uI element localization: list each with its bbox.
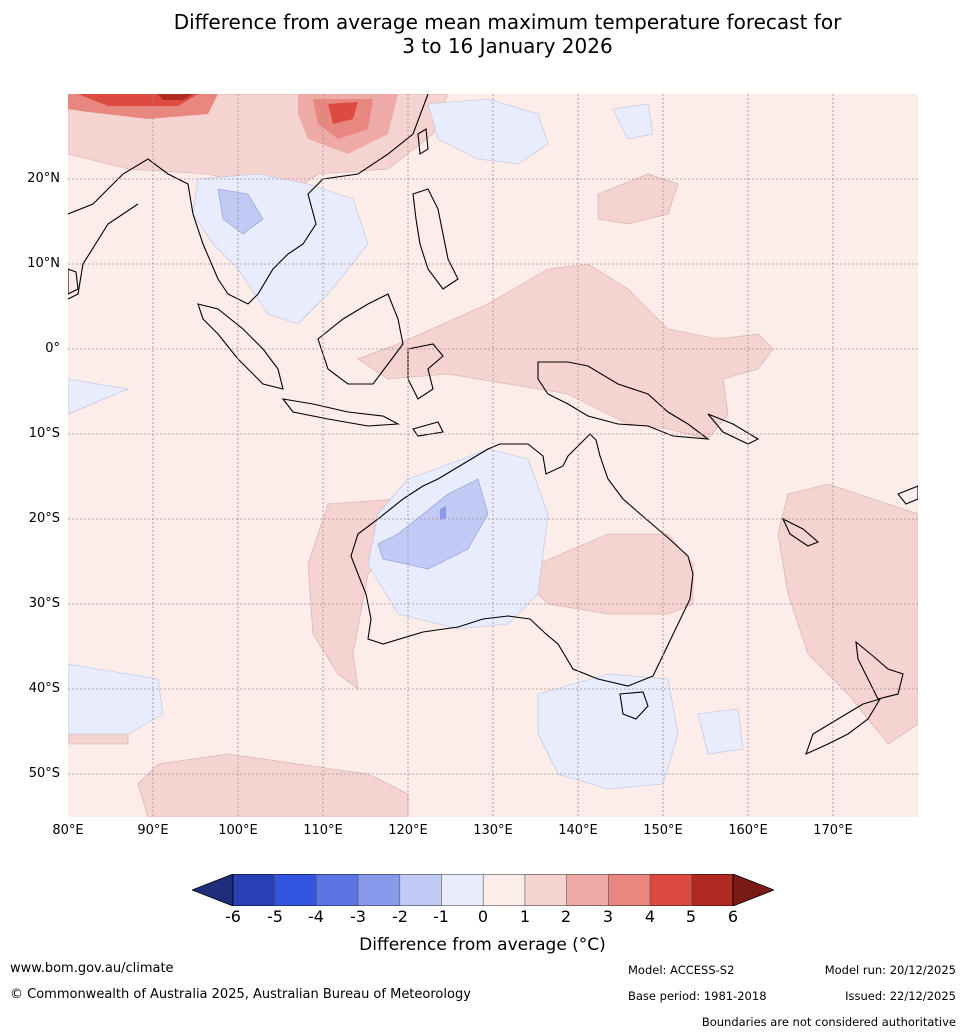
chart-title: Difference from average mean maximum tem… — [0, 10, 965, 58]
sumatra-outline — [197, 303, 284, 390]
new-caledonia-outline — [781, 517, 820, 547]
title-line-2: 3 to 16 January 2026 — [402, 34, 613, 58]
anomaly-area-pilbara-minus2 — [377, 478, 489, 570]
lat-label-50s: 50°S — [28, 766, 60, 781]
anomaly-area-tasman-small — [697, 708, 744, 755]
issued-text: Issued: 22/12/2025 — [845, 989, 956, 1003]
lon-label-130e: 130°E — [473, 823, 513, 838]
lat-label-30s: 30°S — [28, 596, 60, 611]
colorbar-tick: 3 — [602, 907, 614, 926]
fiji-outline — [897, 485, 918, 505]
borneo-outline — [317, 293, 404, 385]
colorbar-segment-2-3 — [566, 874, 609, 906]
lon-label-80e: 80°E — [52, 823, 84, 838]
colorbar-segment-5-6 — [691, 874, 733, 906]
lon-label-170e: 170°E — [813, 823, 853, 838]
colorbar-segment-3-4 — [608, 874, 650, 906]
tasmania-outline — [619, 691, 649, 720]
lon-label-160e: 160°E — [728, 823, 768, 838]
boundaries-disclaimer: Boundaries are not considered authoritat… — [701, 1015, 956, 1029]
lon-label-90e: 90°E — [137, 823, 169, 838]
colorbar-dividers — [274, 874, 693, 906]
colorbar-tick: -1 — [433, 907, 449, 926]
lat-label-10n: 10°N — [27, 256, 60, 271]
anomaly-area-west-pacific-small — [612, 103, 654, 140]
colorbar-segment-4-5 — [650, 874, 692, 906]
forecast-map — [68, 94, 918, 817]
colorbar-tick: 0 — [477, 907, 489, 926]
colorbar-segment-m1-0 — [441, 874, 484, 906]
philippines-outline — [412, 188, 459, 290]
new-zealand-south-outline — [805, 698, 882, 756]
colorbar-segment-1-2 — [524, 874, 567, 906]
model-text: Model: ACCESS-S2 — [628, 963, 735, 977]
anomaly-area-maritime — [357, 263, 774, 440]
anomaly-area-tibet-plus5 — [158, 94, 193, 100]
anomaly-area-southwest — [68, 663, 164, 735]
anomaly-plus1-areas — [68, 94, 918, 817]
solomon-islands-outline — [707, 413, 760, 445]
colorbar-tick: -2 — [392, 907, 408, 926]
new-zealand-north-outline — [855, 640, 904, 700]
colorbar-tick: 4 — [644, 907, 656, 926]
lon-label-150e: 150°E — [643, 823, 683, 838]
lat-label-40s: 40°S — [28, 681, 60, 696]
anomaly-area-southern-ocean — [537, 673, 679, 790]
lat-label-20s: 20°S — [28, 511, 60, 526]
colorbar-segment-m5-m4 — [274, 874, 317, 906]
anomaly-area-philippine-sea — [427, 98, 549, 165]
map-svg — [68, 94, 918, 817]
sulawesi-outline — [407, 343, 444, 400]
anomaly-area-equatorial-west — [68, 378, 130, 415]
coastlines — [68, 94, 918, 756]
model-run-text: Model run: 20/12/2025 — [824, 963, 956, 977]
anomaly-area-plus4 — [328, 102, 358, 124]
lat-label-20n: 20°N — [27, 171, 60, 186]
lon-label-140e: 140°E — [558, 823, 598, 838]
lon-label-120e: 120°E — [388, 823, 428, 838]
title-line-1: Difference from average mean maximum tem… — [173, 10, 842, 34]
base-period-text: Base period: 1981-2018 — [628, 989, 767, 1003]
colorbar-segment-gt-6 — [732, 874, 774, 906]
colorbar-segment-m2-m1 — [399, 874, 442, 906]
lat-label-0: 0° — [45, 341, 60, 356]
sri-lanka-outline — [68, 268, 79, 295]
graticule — [68, 94, 918, 817]
colorbar-tick: -3 — [350, 907, 366, 926]
lon-label-110e: 110°E — [303, 823, 343, 838]
colorbar-tick: 2 — [560, 907, 572, 926]
anomaly-minus2-areas — [217, 188, 489, 570]
asia-mainland-outline — [68, 94, 429, 305]
new-guinea-outline — [537, 361, 710, 440]
australia-outline — [350, 433, 694, 687]
colorbar-segment-lt-6 — [192, 874, 234, 906]
colorbar-segment-m6-m5 — [233, 874, 275, 906]
colorbar-segment-m3-m2 — [358, 874, 400, 906]
colorbar — [192, 874, 774, 906]
india-outline — [68, 203, 139, 300]
taiwan-outline — [417, 128, 429, 155]
colorbar-tick: -4 — [308, 907, 324, 926]
colorbar-tick: 1 — [519, 907, 531, 926]
colorbar-label: Difference from average (°C) — [359, 935, 606, 955]
colorbar-tick: -6 — [225, 907, 241, 926]
colorbar-tick: -5 — [267, 907, 283, 926]
copyright-text: © Commonwealth of Australia 2025, Austra… — [10, 987, 471, 1002]
anomaly-area-north-pacific — [597, 173, 679, 225]
lon-label-100e: 100°E — [218, 823, 258, 838]
colorbar-tick: 5 — [685, 907, 697, 926]
anomaly-area-pacific-east — [777, 483, 918, 745]
anomaly-area-thailand-minus2 — [217, 188, 264, 235]
colorbar-tick: 6 — [727, 907, 739, 926]
anomaly-area-minus3 — [440, 506, 446, 520]
anomaly-area-east-australia — [527, 533, 694, 615]
colorbar-segment-0-1 — [483, 874, 525, 906]
colorbar-frame — [232, 874, 734, 906]
website-link[interactable]: www.bom.gov.au/climate — [10, 961, 174, 976]
anomaly-area-south-band — [137, 753, 409, 817]
java-outline — [281, 398, 400, 427]
lat-label-10s: 10°S — [28, 426, 60, 441]
colorbar-segment-m4-m3 — [316, 874, 359, 906]
